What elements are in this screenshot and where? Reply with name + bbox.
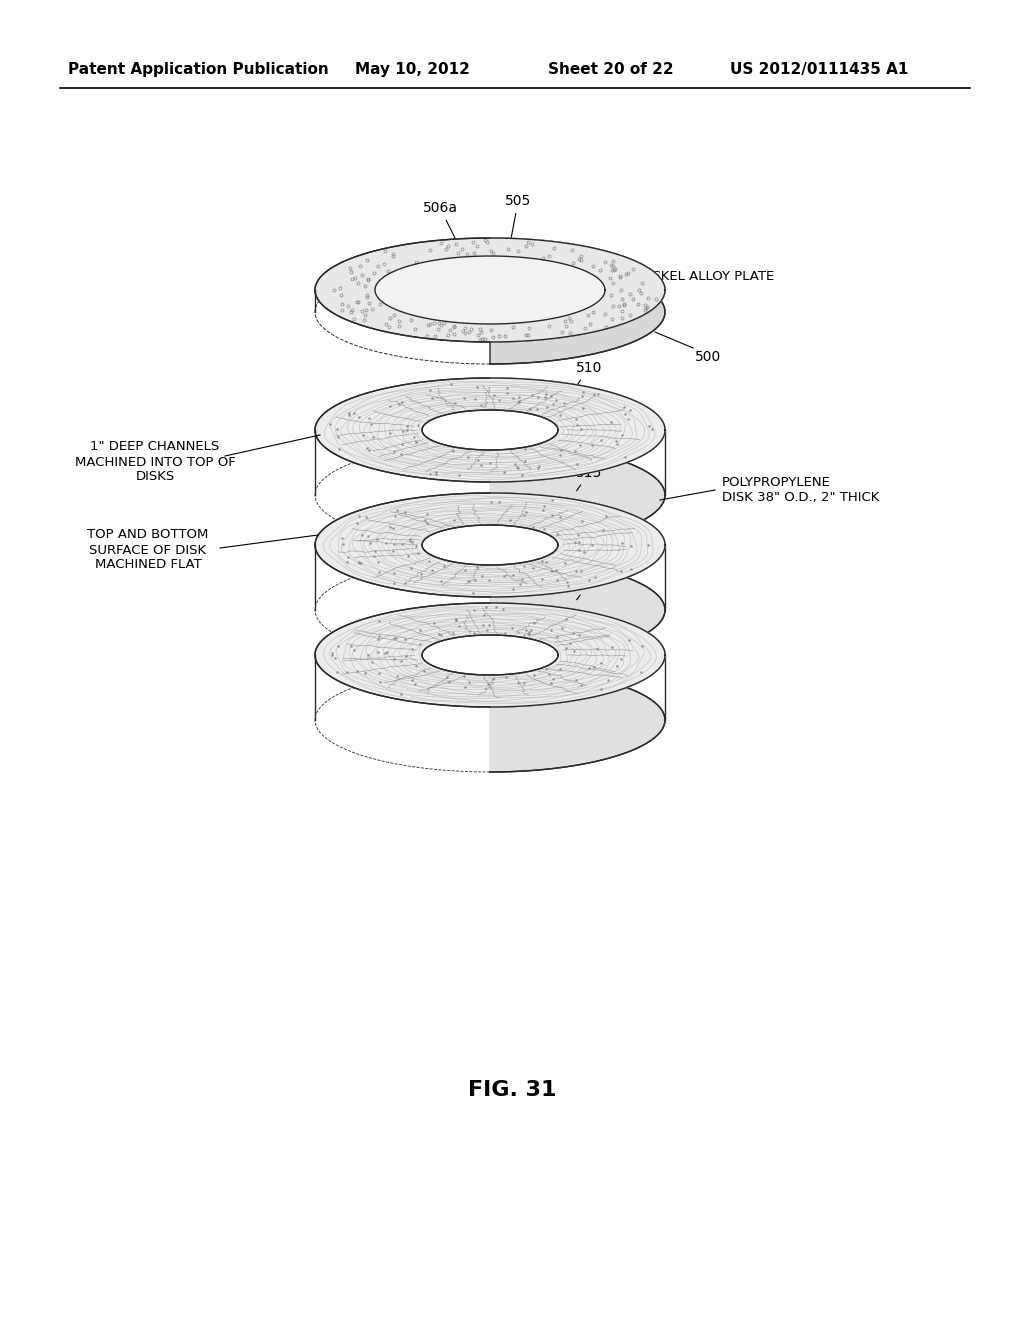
Polygon shape	[490, 603, 665, 772]
Polygon shape	[315, 238, 665, 342]
Polygon shape	[375, 256, 605, 323]
Polygon shape	[490, 238, 665, 364]
Text: 500: 500	[695, 350, 721, 364]
Polygon shape	[490, 492, 665, 663]
Polygon shape	[423, 411, 557, 450]
Polygon shape	[490, 378, 665, 546]
Text: 515: 515	[575, 466, 602, 491]
Text: POLYPROPYLENE
DISK 38" O.D., 2" THICK: POLYPROPYLENE DISK 38" O.D., 2" THICK	[722, 477, 880, 504]
Text: 520: 520	[575, 576, 602, 599]
Text: 1" DEEP CHANNELS
MACHINED INTO TOP OF
DISKS: 1" DEEP CHANNELS MACHINED INTO TOP OF DI…	[75, 441, 236, 483]
Polygon shape	[423, 635, 557, 675]
Text: May 10, 2012: May 10, 2012	[355, 62, 470, 77]
Text: 507a: 507a	[430, 281, 465, 294]
Text: FIG. 31: FIG. 31	[468, 1080, 556, 1100]
Polygon shape	[315, 492, 665, 597]
Polygon shape	[423, 525, 557, 565]
Polygon shape	[315, 378, 665, 482]
Text: Patent Application Publication: Patent Application Publication	[68, 62, 329, 77]
Polygon shape	[315, 603, 665, 708]
Text: NICKEL ALLOY PLATE: NICKEL ALLOY PLATE	[622, 269, 774, 282]
Text: Sheet 20 of 22: Sheet 20 of 22	[548, 62, 674, 77]
Text: 505: 505	[505, 194, 531, 242]
Text: US 2012/0111435 A1: US 2012/0111435 A1	[730, 62, 908, 77]
Text: TOP AND BOTTOM
SURFACE OF DISK
MACHINED FLAT: TOP AND BOTTOM SURFACE OF DISK MACHINED …	[87, 528, 209, 572]
Text: 510: 510	[575, 360, 602, 385]
Text: 506a: 506a	[423, 201, 461, 249]
